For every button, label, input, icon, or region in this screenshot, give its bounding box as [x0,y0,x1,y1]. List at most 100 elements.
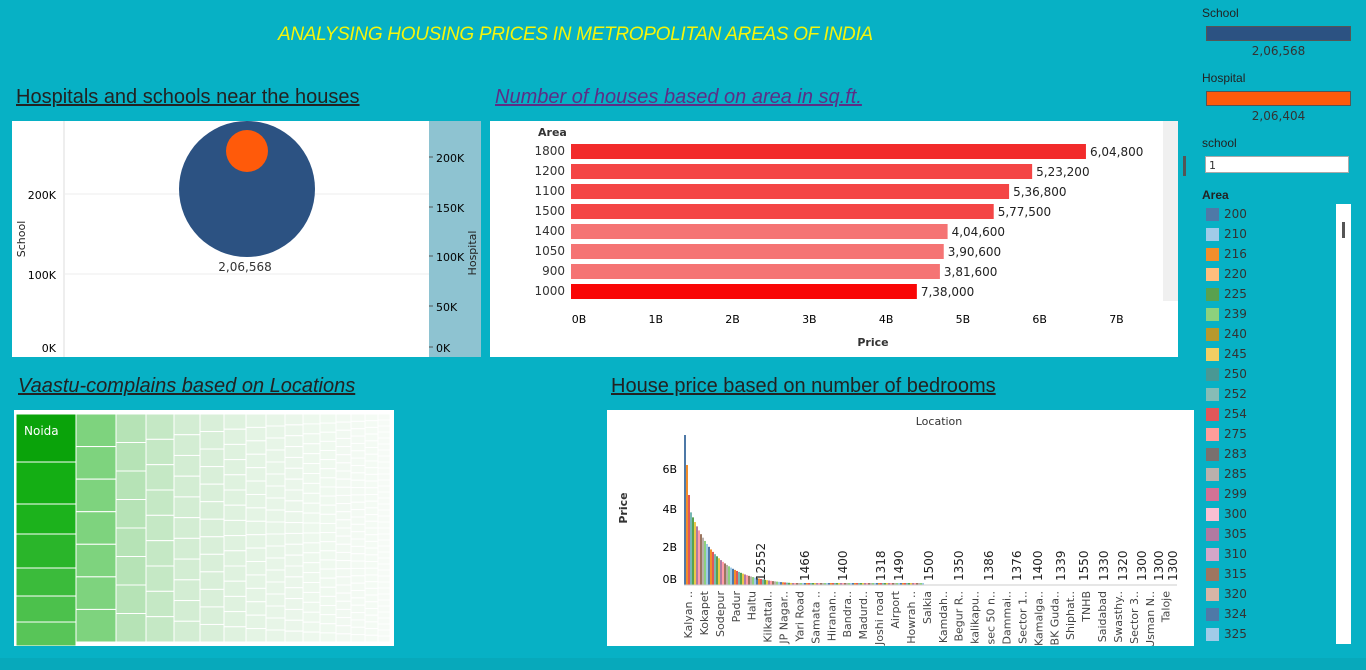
treemap-tile[interactable] [223,459,247,476]
treemap-tile[interactable] [350,494,366,503]
price-bar[interactable] [758,578,760,585]
price-bar[interactable] [788,582,790,585]
treemap-tile[interactable] [284,424,304,437]
treemap-tile[interactable] [335,462,352,472]
treemap-tile[interactable] [350,413,366,422]
treemap-tile[interactable] [319,541,337,552]
area-bar[interactable] [571,204,994,219]
price-bar[interactable] [708,546,710,585]
price-bar[interactable] [734,569,736,585]
treemap-tile[interactable] [302,572,321,584]
treemap-tile[interactable] [284,532,304,545]
area-bar[interactable] [571,184,1010,199]
price-bar[interactable] [846,583,848,585]
treemap-tile[interactable] [335,592,352,602]
treemap-tile[interactable] [319,513,337,524]
price-bar[interactable] [912,583,914,585]
treemap-tile[interactable] [265,569,286,583]
treemap-tile[interactable] [245,480,267,495]
treemap-tile[interactable] [364,581,379,589]
treemap-tile[interactable] [199,483,225,503]
treemap-tile[interactable] [335,551,352,562]
treemap-tile[interactable] [199,571,225,590]
treemap-tile[interactable] [173,558,201,581]
treemap-tile[interactable] [302,611,321,623]
treemap-tile[interactable] [335,633,352,643]
treemap-tile[interactable] [377,437,391,445]
bedrooms-chart[interactable]: Location Price 0B 2B 4B 6B 12552 1466 1400… [607,410,1194,646]
treemap-tile[interactable] [199,536,225,555]
price-bar[interactable] [832,583,834,585]
price-bar[interactable] [766,580,768,585]
price-bar[interactable] [702,537,704,585]
price-bar[interactable] [820,583,822,585]
treemap-tile[interactable] [335,625,352,635]
treemap-tile[interactable] [377,455,391,463]
treemap-tile[interactable] [319,440,337,451]
price-bar[interactable] [812,583,814,585]
treemap-tile[interactable] [302,562,321,574]
treemap-tile[interactable] [145,616,175,643]
sheet-tab-bar[interactable] [0,658,1366,670]
price-bar[interactable] [848,583,850,585]
price-bar[interactable] [890,583,892,585]
area-legend-scrollbar[interactable] [1336,204,1351,644]
price-bar[interactable] [874,583,876,585]
treemap-tile[interactable] [173,600,201,622]
treemap-tile[interactable] [284,489,304,502]
treemap-tile[interactable] [245,507,267,522]
treemap-tile[interactable] [335,560,352,570]
treemap-tile[interactable] [377,593,391,601]
treemap-tile[interactable] [364,460,379,469]
price-bar[interactable] [720,560,722,585]
treemap-tile[interactable] [350,428,366,437]
price-bar[interactable] [748,575,750,585]
treemap-tile[interactable] [364,487,379,495]
price-bar[interactable] [894,583,896,585]
price-bar[interactable] [870,583,872,585]
treemap-tile[interactable] [245,587,267,603]
price-bar[interactable] [686,465,688,585]
treemap-tile[interactable] [302,482,321,494]
treemap-tile[interactable] [173,434,201,456]
treemap-tile[interactable] [173,475,201,498]
treemap-tile[interactable] [377,635,391,643]
school-size-bar[interactable] [1206,26,1351,41]
treemap-tile[interactable] [319,568,337,579]
treemap-tile[interactable] [319,632,337,643]
treemap-tile[interactable] [319,605,337,616]
treemap-tile[interactable] [377,617,391,625]
treemap-tile[interactable] [350,509,366,518]
treemap-tile[interactable] [377,485,391,493]
treemap-tile[interactable] [173,413,201,436]
price-bar[interactable] [692,517,694,585]
price-bar[interactable] [732,568,734,585]
hospitals-schools-chart[interactable]: 0K 100K 200K School 0K 50K 100K 150K 200… [12,121,481,357]
treemap-tile[interactable] [319,586,337,597]
area-legend-item[interactable]: 225 [1206,284,1247,304]
treemap-tile[interactable] [377,479,391,487]
area-legend-item[interactable]: 275 [1206,424,1247,444]
treemap-tile[interactable] [377,605,391,613]
treemap-tile[interactable] [364,426,379,435]
treemap-tile[interactable] [302,601,321,613]
treemap-tile[interactable] [350,597,366,606]
treemap-tile[interactable] [364,634,379,643]
treemap-tile[interactable] [265,605,286,619]
price-bar[interactable] [750,576,752,585]
price-bar[interactable] [920,583,922,585]
area-bar[interactable] [571,144,1086,159]
price-bar[interactable] [892,583,894,585]
price-bar[interactable] [858,583,860,585]
treemap-tile[interactable] [15,621,77,646]
treemap-tile[interactable] [350,604,366,614]
treemap-tile[interactable] [302,492,321,504]
treemap-tile[interactable] [75,543,117,578]
treemap-tile[interactable] [364,433,379,442]
treemap-tile[interactable] [223,519,247,537]
treemap-tile[interactable] [377,509,391,517]
treemap-tile[interactable] [284,413,304,426]
price-bar[interactable] [736,570,738,585]
treemap-tile[interactable] [223,504,247,521]
treemap-tile[interactable] [199,606,225,625]
